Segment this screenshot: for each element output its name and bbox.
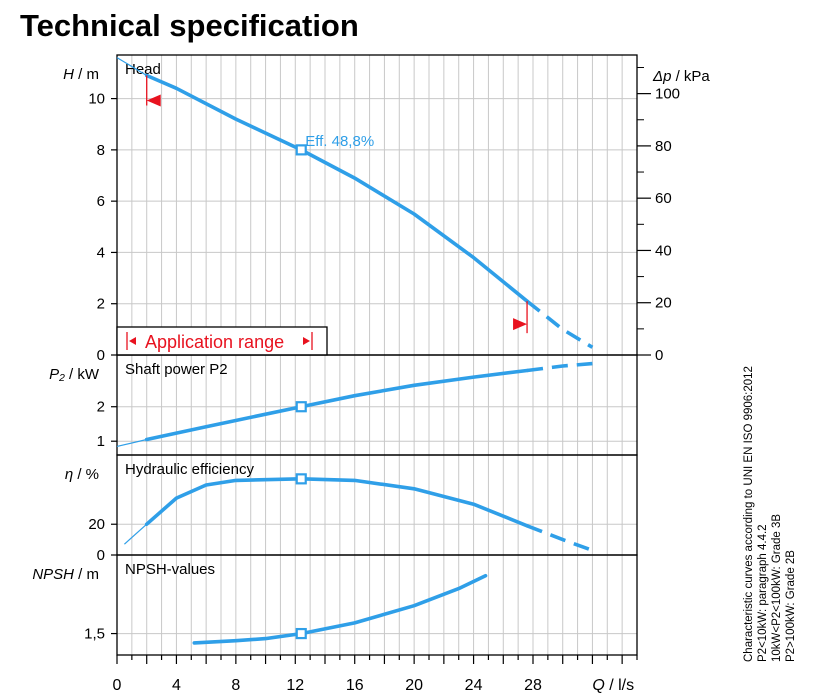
standards-note-line: P2<10kW: paragraph 4.4.2	[757, 524, 769, 662]
curve-thin-head	[116, 57, 148, 77]
axis-label-right-head: Δp / kPa	[652, 68, 710, 85]
x-tick-label: 28	[524, 677, 542, 694]
y-tick-label: 1	[97, 433, 105, 450]
y-tick-label: 8	[97, 142, 105, 159]
y2-tick-label: 20	[655, 295, 672, 312]
axis-label-efficiency: η / %	[65, 466, 99, 483]
y2-tick-label: 60	[655, 190, 672, 207]
x-tick-label: 12	[286, 677, 304, 694]
y-tick-label: 4	[97, 244, 105, 261]
curve-thin-power	[116, 438, 147, 447]
range-flag-right	[513, 318, 528, 331]
curve-dashed-efficiency	[526, 524, 594, 553]
y2-tick-label: 40	[655, 242, 672, 259]
x-tick-label: 16	[346, 677, 364, 694]
x-tick-label: 8	[231, 677, 240, 694]
axis-label-npsh: NPSH / m	[32, 566, 99, 583]
panel-frame-head	[116, 54, 638, 356]
curve-dashed-head	[525, 299, 594, 349]
standards-note-line: Characteristic curves according to UNI E…	[743, 366, 755, 662]
curve-thin-efficiency	[123, 523, 148, 545]
y-tick-label: 2	[97, 296, 105, 313]
x-tick-label: 24	[465, 677, 483, 694]
x-tick-label: 20	[405, 677, 423, 694]
page-title: Technical specification	[20, 8, 359, 43]
axis-label-head: H / m	[63, 66, 99, 83]
panel-title-efficiency: Hydraulic efficiency	[125, 461, 254, 478]
curve-power	[144, 368, 529, 442]
panel-title-head: Head	[125, 61, 161, 78]
y-tick-label: 6	[97, 193, 105, 210]
curve-npsh	[192, 573, 488, 645]
curve-dashed-power	[526, 361, 593, 373]
range-flag-left	[146, 94, 161, 107]
standards-note: Characteristic curves according to UNI E…	[742, 262, 798, 662]
y-tick-label: 2	[97, 399, 105, 416]
standards-note-line: 10kW<P2<100kW: Grade 3B	[771, 513, 783, 662]
axis-label-power: P₂ / kW	[49, 366, 100, 383]
application-range-label: Application range	[145, 332, 284, 352]
efficiency-label: Eff. 48,8%	[305, 133, 374, 150]
x-tick-label: 0	[113, 677, 122, 694]
curve-efficiency	[144, 477, 529, 528]
curve-head	[144, 73, 529, 303]
standards-note-line: P2>100kW: Grade 2B	[785, 550, 797, 662]
application-range-arrow-right	[303, 337, 310, 345]
y-tick-label: 1,5	[84, 626, 105, 643]
y-tick-label: 20	[88, 516, 105, 533]
x-tick-label: 4	[172, 677, 181, 694]
y2-tick-label: 0	[655, 347, 663, 364]
application-range-box	[116, 326, 328, 356]
application-range-arrow-left	[129, 337, 136, 345]
panel-title-npsh: NPSH-values	[125, 561, 215, 578]
y-tick-label: 10	[88, 91, 105, 108]
duty-point-marker	[295, 144, 307, 156]
y-tick-label: 0	[97, 347, 105, 364]
panel-frame-npsh	[116, 554, 638, 656]
duty-point-marker	[295, 401, 307, 413]
x-axis-label: Q / l/s	[592, 677, 634, 694]
duty-point-marker	[295, 627, 307, 640]
y2-tick-label: 100	[655, 86, 680, 103]
panel-title-power: Shaft power P2	[125, 361, 228, 378]
y2-tick-label: 80	[655, 138, 672, 155]
y-tick-label: 0	[97, 547, 105, 564]
duty-point-marker	[295, 473, 307, 485]
